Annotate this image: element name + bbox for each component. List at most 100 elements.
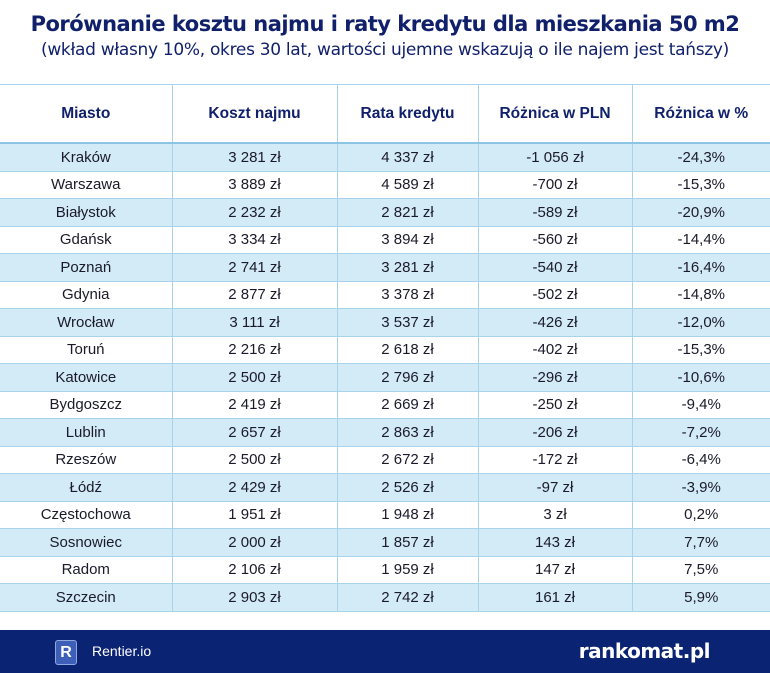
table-row: Poznań 2 741 zł 3 281 zł -540 zł -16,4% (0, 253, 770, 282)
table-cell: 2 672 zł (336, 445, 479, 474)
table-cell: 2 419 zł (171, 390, 338, 419)
table-cell: Warszawa (0, 170, 173, 199)
table-row: Bydgoszcz 2 419 zł 2 669 zł -250 zł -9,4% (0, 390, 770, 419)
table-cell: -14,8% (631, 280, 770, 309)
table-row: Radom 2 106 zł 1 959 zł 147 zł 7,5% (0, 555, 770, 584)
table-row: Gdańsk 3 334 zł 3 894 zł -560 zł -14,4% (0, 225, 770, 254)
table-cell: -7,2% (631, 418, 770, 447)
table-cell: 161 zł (477, 583, 633, 612)
table-row: Sosnowiec 2 000 zł 1 857 zł 143 zł 7,7% (0, 528, 770, 557)
comparison-table: Miasto Koszt najmu Rata kredytu Różnica w P… (0, 84, 770, 612)
table-cell: -426 zł (477, 308, 633, 337)
table-cell: 4 337 zł (336, 142, 479, 172)
table-cell: Łódź (0, 473, 173, 502)
table-cell: 7,7% (631, 528, 770, 557)
table-cell: 2 863 zł (336, 418, 479, 447)
table-row: Warszawa 3 889 zł 4 589 zł -700 zł -15,3% (0, 170, 770, 199)
table-cell: -12,0% (631, 308, 770, 337)
rankomat-logo: rankomat.pl (578, 639, 711, 663)
rentier-brand: Rentier.io (92, 643, 152, 659)
table-cell: -20,9% (631, 198, 770, 227)
table-cell: 2 500 zł (171, 363, 338, 392)
table-cell: 1 857 zł (336, 528, 479, 557)
table-cell: -3,9% (631, 473, 770, 502)
table-cell: 2 742 zł (336, 583, 479, 612)
table-row: Rzeszów 2 500 zł 2 672 zł -172 zł -6,4% (0, 445, 770, 474)
table-row: Toruń 2 216 zł 2 618 zł -402 zł -15,3% (0, 335, 770, 364)
table-row: Gdynia 2 877 zł 3 378 zł -502 zł -14,8% (0, 280, 770, 309)
table-cell: 2 618 zł (336, 335, 479, 364)
table-cell: Poznań (0, 253, 173, 282)
table-cell: 2 741 zł (171, 253, 338, 282)
table-cell: 0,2% (631, 500, 770, 529)
table-cell: 2 526 zł (336, 473, 479, 502)
table-cell: 2 669 zł (336, 390, 479, 419)
table-row: Wrocław 3 111 zł 3 537 zł -426 zł -12,0% (0, 308, 770, 337)
table-row: Częstochowa 1 951 zł 1 948 zł 3 zł 0,2% (0, 500, 770, 529)
table-cell: Szczecin (0, 583, 173, 612)
table-cell: -250 zł (477, 390, 633, 419)
table-row: Łódź 2 429 zł 2 526 zł -97 zł -3,9% (0, 473, 770, 502)
table-cell: 2 232 zł (171, 198, 338, 227)
table-cell: Częstochowa (0, 500, 173, 529)
column-header: Różnica w % (631, 84, 770, 144)
table-cell: -540 zł (477, 253, 633, 282)
table-cell: Białystok (0, 198, 173, 227)
table-cell: Gdynia (0, 280, 173, 309)
table-cell: 1 959 zł (336, 555, 479, 584)
table-cell: -9,4% (631, 390, 770, 419)
table-cell: -502 zł (477, 280, 633, 309)
table-cell: 3 537 zł (336, 308, 479, 337)
table-cell: 2 796 zł (336, 363, 479, 392)
table-cell: 1 951 zł (171, 500, 338, 529)
table-cell: -560 zł (477, 225, 633, 254)
table-cell: -15,3% (631, 170, 770, 199)
table-cell: -172 zł (477, 445, 633, 474)
table-cell: Radom (0, 555, 173, 584)
table-cell: -296 zł (477, 363, 633, 392)
column-header: Koszt najmu (171, 84, 338, 144)
table-cell: -24,3% (631, 142, 770, 172)
table-cell: 2 903 zł (171, 583, 338, 612)
table-cell: 147 zł (477, 555, 633, 584)
table-cell: 2 106 zł (171, 555, 338, 584)
table-cell: 3 281 zł (171, 142, 338, 172)
table-row: Szczecin 2 903 zł 2 742 zł 161 zł 5,9% (0, 583, 770, 612)
table-cell: 3 378 zł (336, 280, 479, 309)
table-cell: 2 821 zł (336, 198, 479, 227)
table-cell: 3 334 zł (171, 225, 338, 254)
table-cell: Sosnowiec (0, 528, 173, 557)
table-cell: 143 zł (477, 528, 633, 557)
table-row: Lublin 2 657 zł 2 863 zł -206 zł -7,2% (0, 418, 770, 447)
table-cell: Katowice (0, 363, 173, 392)
chart-subtitle: (wkład własny 10%, okres 30 lat, wartośc… (40, 40, 729, 60)
table-cell: -14,4% (631, 225, 770, 254)
table-header-row: Miasto Koszt najmu Rata kredytu Różnica w P… (0, 84, 770, 144)
table-row: Katowice 2 500 zł 2 796 zł -296 zł -10,6% (0, 363, 770, 392)
table-cell: -206 zł (477, 418, 633, 447)
table-cell: Rzeszów (0, 445, 173, 474)
table-cell: 2 657 zł (171, 418, 338, 447)
table-cell: -6,4% (631, 445, 770, 474)
table-cell: 4 589 zł (336, 170, 479, 199)
column-header: Rata kredytu (336, 84, 479, 144)
table-cell: 5,9% (631, 583, 770, 612)
table-cell: Kraków (0, 142, 173, 172)
table-cell: -700 zł (477, 170, 633, 199)
table-cell: 3 zł (477, 500, 633, 529)
table-row: Białystok 2 232 zł 2 821 zł -589 zł -20,9% (0, 198, 770, 227)
column-header: Miasto (0, 84, 173, 144)
table-cell: 2 877 zł (171, 280, 338, 309)
table-cell: 7,5% (631, 555, 770, 584)
table-cell: Toruń (0, 335, 173, 364)
table-cell: 2 216 zł (171, 335, 338, 364)
table-cell: -10,6% (631, 363, 770, 392)
table-cell: 3 111 zł (171, 308, 338, 337)
chart-title: Porównanie kosztu najmu i raty kredytu d… (30, 12, 740, 36)
table-cell: -589 zł (477, 198, 633, 227)
table-cell: 3 281 zł (336, 253, 479, 282)
rentier-logo-icon: R (55, 640, 77, 665)
table-cell: Bydgoszcz (0, 390, 173, 419)
table-cell: 2 500 zł (171, 445, 338, 474)
table-cell: Gdańsk (0, 225, 173, 254)
